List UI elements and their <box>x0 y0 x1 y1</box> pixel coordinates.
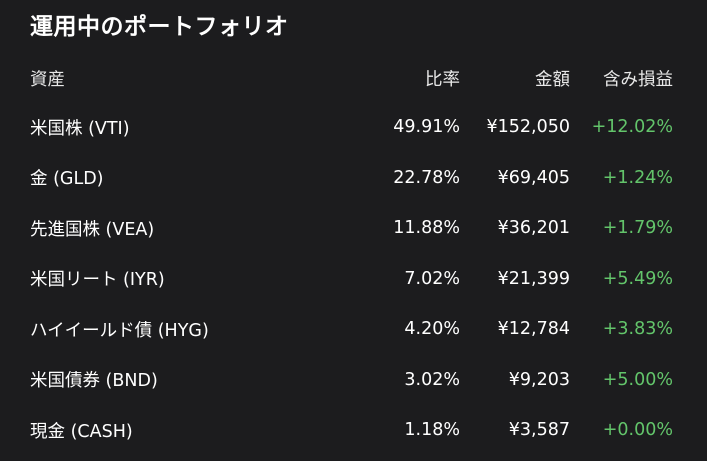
header-gain: 含み損益 <box>603 69 673 90</box>
asset-amount: ¥12,784 <box>497 319 570 340</box>
asset-ratio: 4.20% <box>404 319 460 340</box>
asset-gain: +1.79% <box>602 218 673 239</box>
table-header: 資産 比率 金額 含み損益 <box>30 54 673 102</box>
asset-gain: +12.02% <box>591 117 673 138</box>
asset-name: 先進国株 (VEA) <box>30 219 155 240</box>
table-row[interactable]: 米国リート (IYR) 7.02% ¥21,399 +5.49% <box>30 254 673 305</box>
page-title: 運用中のポートフォリオ <box>30 14 289 40</box>
header-ratio: 比率 <box>425 69 460 90</box>
asset-amount: ¥21,399 <box>497 268 570 289</box>
asset-amount: ¥3,587 <box>508 420 570 441</box>
asset-gain: +5.49% <box>602 268 673 289</box>
asset-ratio: 3.02% <box>404 369 460 390</box>
header-asset: 資産 <box>30 69 65 90</box>
asset-name: 現金 (CASH) <box>30 421 133 442</box>
table-row[interactable]: 先進国株 (VEA) 11.88% ¥36,201 +1.79% <box>30 203 673 254</box>
asset-name: 米国リート (IYR) <box>30 270 165 291</box>
asset-name: ハイイールド債 (HYG) <box>30 320 209 341</box>
asset-ratio: 1.18% <box>404 420 460 441</box>
asset-amount: ¥69,405 <box>497 167 570 188</box>
table-row[interactable]: 米国債券 (BND) 3.02% ¥9,203 +5.00% <box>30 355 673 406</box>
asset-name: 米国株 (VTI) <box>30 118 130 139</box>
asset-amount: ¥152,050 <box>486 117 570 138</box>
asset-ratio: 7.02% <box>404 268 460 289</box>
table-row[interactable]: 現金 (CASH) 1.18% ¥3,587 +0.00% <box>30 405 673 456</box>
asset-amount: ¥36,201 <box>497 218 570 239</box>
asset-gain: +3.83% <box>602 319 673 340</box>
asset-name: 金 (GLD) <box>30 169 104 190</box>
asset-ratio: 22.78% <box>393 167 460 188</box>
asset-ratio: 49.91% <box>393 117 460 138</box>
asset-ratio: 11.88% <box>393 218 460 239</box>
table-row[interactable]: ハイイールド債 (HYG) 4.20% ¥12,784 +3.83% <box>30 304 673 355</box>
asset-gain: +5.00% <box>602 369 673 390</box>
table-row[interactable]: 米国株 (VTI) 49.91% ¥152,050 +12.02% <box>30 102 673 153</box>
asset-gain: +0.00% <box>602 420 673 441</box>
table-row[interactable]: 金 (GLD) 22.78% ¥69,405 +1.24% <box>30 153 673 204</box>
asset-name: 米国債券 (BND) <box>30 371 158 392</box>
asset-gain: +1.24% <box>602 167 673 188</box>
header-amount: 金額 <box>535 69 570 90</box>
asset-amount: ¥9,203 <box>508 369 570 390</box>
